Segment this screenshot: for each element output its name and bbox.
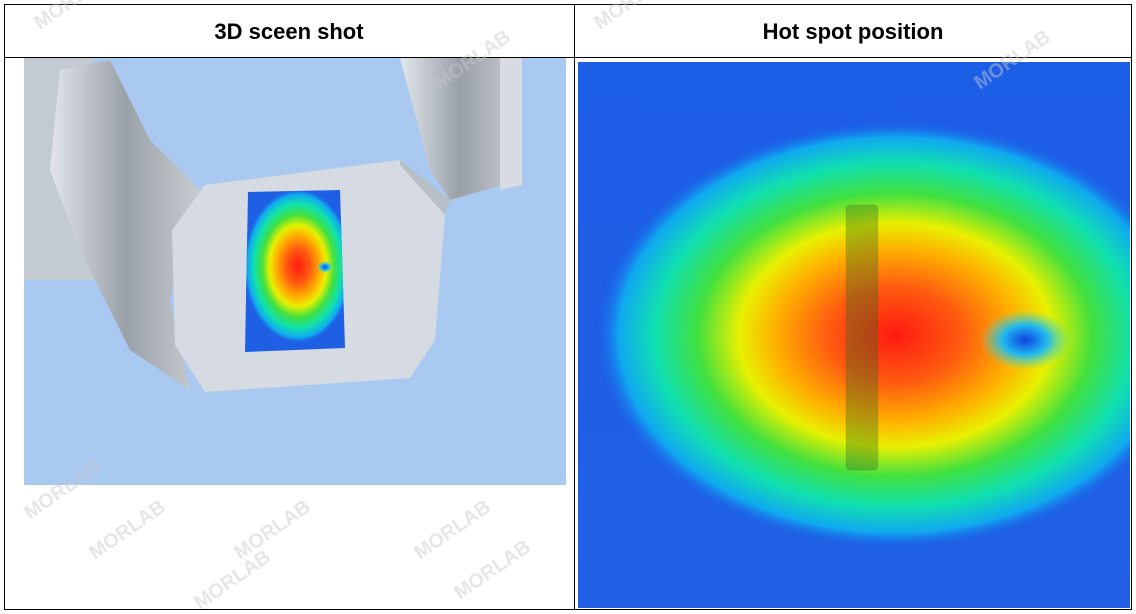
watermark: MORLAB (85, 496, 170, 564)
watermark: MORLAB (230, 496, 315, 564)
watermark: MORLAB (450, 536, 535, 604)
header-cell: Hot spot position (763, 19, 944, 44)
hotspot-map (578, 62, 1130, 608)
watermark: MORLAB (410, 496, 495, 564)
screenshot-3d (24, 58, 566, 485)
watermark: MORLAB (190, 546, 275, 614)
watermark: MORLAB (590, 0, 675, 34)
table-border (4, 4, 1132, 610)
watermark: MORLAB (30, 0, 115, 34)
header-cell: 3D sceen shot (214, 19, 364, 44)
